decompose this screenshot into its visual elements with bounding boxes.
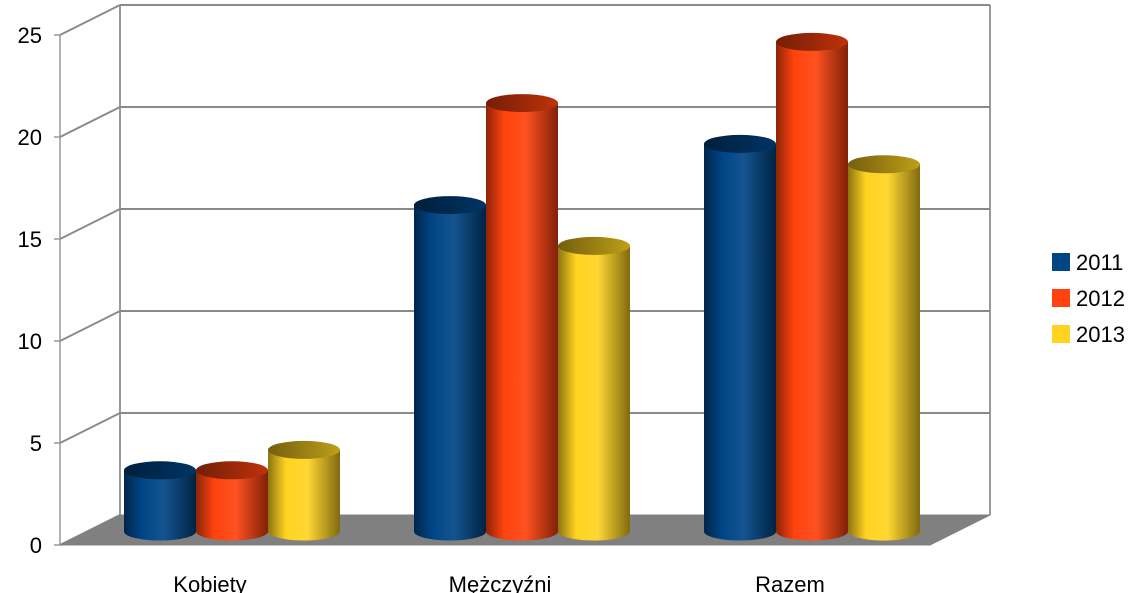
bar-Mężczyźni-2012 <box>486 94 558 541</box>
bar-body <box>268 449 340 541</box>
side-gridline <box>59 106 121 138</box>
bar-Razem-2011 <box>704 134 776 541</box>
y-tick-label: 15 <box>18 227 42 252</box>
bar-top <box>704 134 776 153</box>
legend: 2011 2012 2013 <box>1052 250 1125 347</box>
legend-label: 2012 <box>1076 286 1125 311</box>
bar-top <box>848 155 920 174</box>
bar-body <box>704 143 776 541</box>
side-gridline <box>59 310 121 342</box>
side-gridline <box>59 412 121 444</box>
x-tick-label: Razem <box>755 572 825 593</box>
bar-body <box>848 164 920 541</box>
legend-swatch <box>1052 325 1070 343</box>
legend-swatch <box>1052 253 1070 271</box>
bar-top <box>776 32 848 51</box>
x-axis: Kobiety Mężczyźni Razem <box>173 572 825 593</box>
legend-label: 2013 <box>1076 322 1125 347</box>
bar-top <box>558 236 630 255</box>
x-tick-label: Kobiety <box>173 572 246 593</box>
y-axis: 0 5 10 15 20 25 <box>18 23 60 558</box>
side-gridline <box>59 4 121 36</box>
bar-top <box>196 461 268 480</box>
bar-Razem-2012 <box>776 32 848 541</box>
chart-walls <box>59 5 991 545</box>
y-tick-label: 0 <box>30 533 42 558</box>
y-tick-label: 25 <box>18 23 42 48</box>
x-tick-label: Mężczyźni <box>449 572 552 593</box>
side-gridline <box>59 208 121 240</box>
bar-Mężczyźni-2013 <box>558 236 630 541</box>
bar-body <box>558 245 630 541</box>
legend-item-2012: 2012 <box>1052 286 1125 311</box>
y-tick-label: 10 <box>18 329 42 354</box>
bar-body <box>776 41 848 541</box>
bar-Kobiety-2013 <box>268 440 340 541</box>
legend-item-2011: 2011 <box>1052 250 1123 275</box>
bar-top <box>414 196 486 215</box>
y-tick-label: 20 <box>18 125 42 150</box>
bar-Kobiety-2012 <box>196 461 268 541</box>
bar-body <box>414 205 486 541</box>
bar-top <box>486 94 558 113</box>
bar-Kobiety-2011 <box>124 461 196 541</box>
bar-body <box>196 470 268 541</box>
bar-Razem-2013 <box>848 155 920 541</box>
bar-top <box>268 440 340 459</box>
legend-label: 2011 <box>1076 250 1123 275</box>
bar-top <box>124 461 196 480</box>
y-tick-label: 5 <box>30 431 42 456</box>
legend-item-2013: 2013 <box>1052 322 1125 347</box>
bar-body <box>486 103 558 541</box>
bars-group <box>124 32 920 541</box>
bar-body <box>124 470 196 541</box>
bar-Mężczyźni-2011 <box>414 196 486 541</box>
legend-swatch <box>1052 289 1070 307</box>
